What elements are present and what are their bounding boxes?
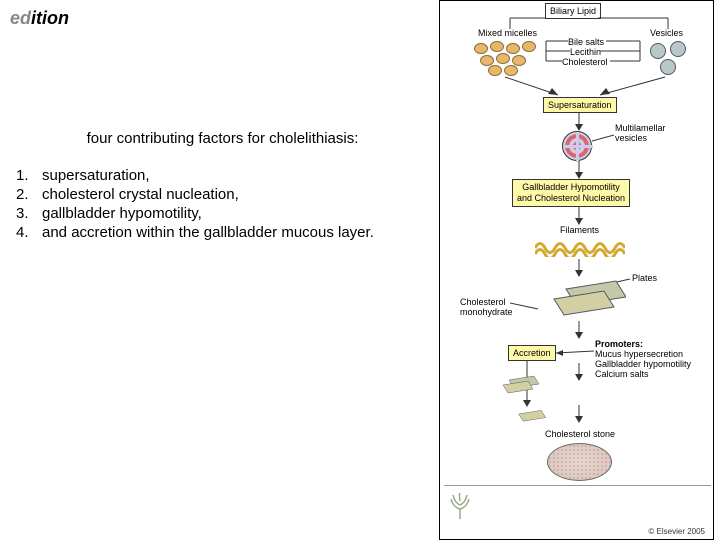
plate-small-icon <box>500 375 535 393</box>
mono-pointer <box>510 301 540 311</box>
copyright-text: © Elsevier 2005 <box>648 527 705 536</box>
plate-small-icon <box>516 405 548 421</box>
list-item: 1.supersaturation, <box>16 167 435 184</box>
promoters-block: Promoters: Mucus hypersecretion Gallblad… <box>595 339 691 379</box>
list-num: 2. <box>16 186 42 203</box>
list-num: 4. <box>16 224 42 241</box>
plates-label: Plates <box>632 273 657 283</box>
arrow-down-icon <box>574 363 584 381</box>
mlv-pointer <box>592 133 616 143</box>
list-text: supersaturation, <box>42 167 150 184</box>
vesicle-icon <box>650 43 666 59</box>
arrow-down-icon <box>574 321 584 339</box>
filament-icon <box>535 239 625 257</box>
list-text: cholesterol crystal nucleation, <box>42 186 239 203</box>
supersaturation-box: Supersaturation <box>543 97 617 113</box>
logo-part-1: ed <box>10 8 31 28</box>
elsevier-tree-icon <box>445 491 475 521</box>
arrow-down-icon <box>574 405 584 423</box>
micelle-icon <box>496 53 510 64</box>
list-text: and accretion within the gallbladder muc… <box>42 224 374 241</box>
arrow-down-icon <box>574 207 584 225</box>
promoter-item: Gallbladder hypomotility <box>595 359 691 369</box>
supersat-text: Supersaturation <box>548 100 612 110</box>
promoter-item: Calcium salts <box>595 369 691 379</box>
factor-list: 1.supersaturation, 2.cholesterol crystal… <box>16 167 435 241</box>
monohydrate-label: Cholesterol monohydrate <box>460 297 513 317</box>
logo-part-2: ition <box>31 8 69 28</box>
list-item: 2.cholesterol crystal nucleation, <box>16 186 435 203</box>
mlv-icon <box>562 131 592 161</box>
vesicle-icon <box>660 59 676 75</box>
promoters-pointer <box>556 349 596 357</box>
micelle-icon <box>522 41 536 52</box>
mlv-label: Multilamellar vesicles <box>615 123 666 143</box>
divider-line <box>444 485 711 486</box>
micelle-icon <box>490 41 504 52</box>
accretion-text: Accretion <box>513 348 551 358</box>
stone-icon <box>547 443 612 481</box>
list-text: gallbladder hypomotility, <box>42 205 202 222</box>
filaments-label: Filaments <box>560 225 599 235</box>
list-num: 1. <box>16 167 42 184</box>
arrow-down-icon <box>574 113 584 131</box>
logo: edition <box>10 8 69 29</box>
list-item: 3.gallbladder hypomotility, <box>16 205 435 222</box>
hypomotility-text: Gallbladder Hypomotility and Cholesterol… <box>517 182 625 203</box>
list-item: 4.and accretion within the gallbladder m… <box>16 224 435 241</box>
arrow-down-icon <box>574 259 584 277</box>
plate-icon <box>548 279 618 314</box>
arrow-down-icon <box>574 161 584 179</box>
micelle-icon <box>506 43 520 54</box>
hypomotility-box: Gallbladder Hypomotility and Cholesterol… <box>512 179 630 207</box>
arrows-to-supersat <box>440 75 715 99</box>
list-num: 3. <box>16 205 42 222</box>
heading: four contributing factors for cholelithi… <box>10 130 435 147</box>
diagram-panel: Biliary Lipid Mixed micelles Vesicles Bi… <box>439 0 714 540</box>
micelle-icon <box>474 43 488 54</box>
left-text-panel: four contributing factors for cholelithi… <box>10 130 435 243</box>
accretion-box: Accretion <box>508 345 556 361</box>
promoters-title: Promoters: <box>595 339 691 349</box>
vesicle-icon <box>670 41 686 57</box>
micelle-icon <box>512 55 526 66</box>
promoter-item: Mucus hypersecretion <box>595 349 691 359</box>
stone-label: Cholesterol stone <box>545 429 615 439</box>
